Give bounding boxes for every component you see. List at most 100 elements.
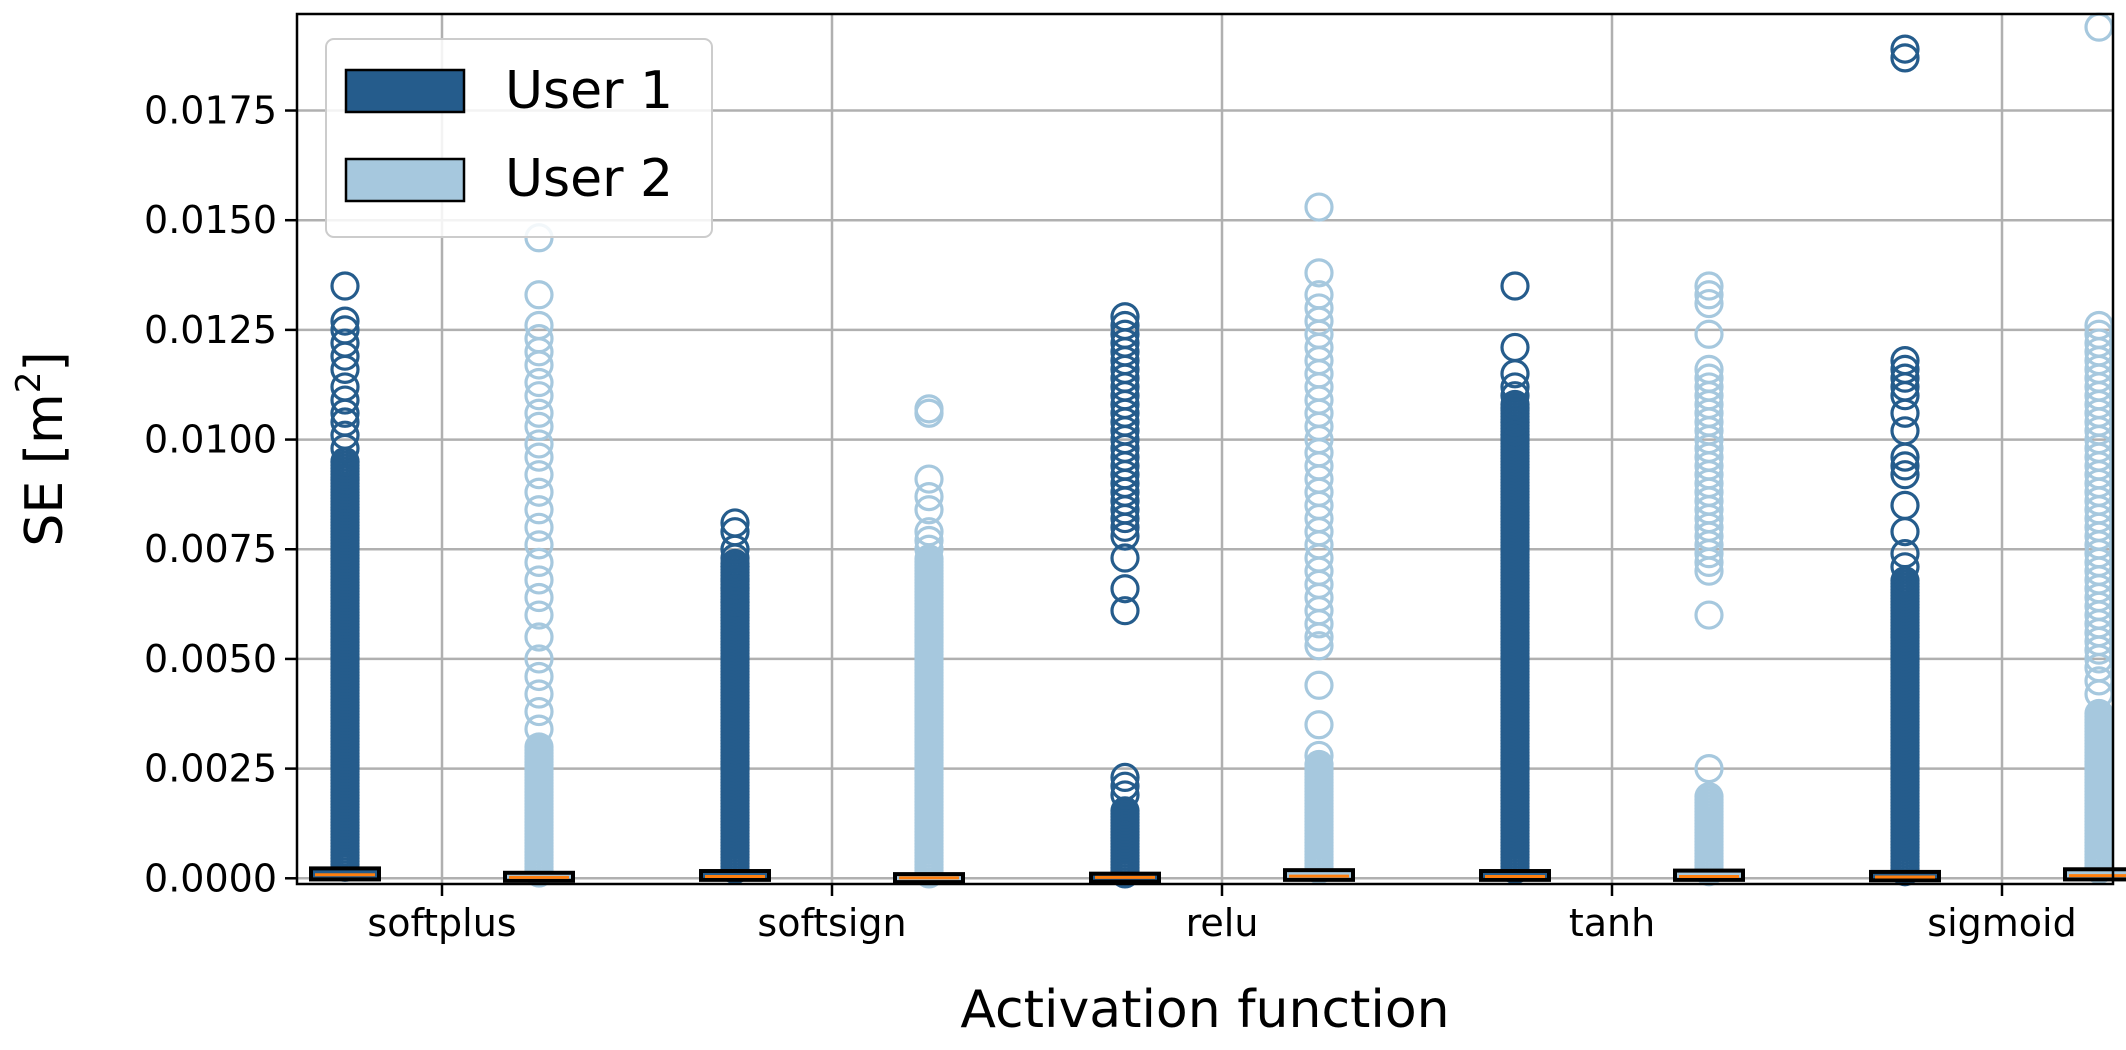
flier-point (1890, 460, 1920, 490)
flier-point (1304, 749, 1334, 780)
flier-point (524, 696, 554, 727)
flier-point (1890, 363, 1920, 393)
flier-point (1110, 762, 1140, 792)
legend: User 1 User 2 (325, 38, 713, 238)
flier-point (524, 732, 554, 762)
flier-point (720, 534, 750, 564)
y-tick-label: 0.0025 (144, 747, 277, 791)
flier-point (720, 552, 750, 582)
flier-point (330, 464, 360, 494)
flier-point (524, 565, 554, 595)
flier-point (1304, 622, 1334, 652)
flier-point (1890, 398, 1920, 428)
flier-point (330, 433, 360, 463)
flier-point (330, 446, 360, 477)
flier-point (1694, 556, 1724, 586)
flier-point (524, 661, 554, 692)
flier-point (1694, 319, 1724, 349)
flier-point (1890, 517, 1920, 547)
flier-point (524, 367, 554, 398)
x-tick-label: softsign (757, 901, 906, 945)
flier-point (1110, 780, 1140, 810)
flier-point (524, 622, 554, 652)
flier-point (1694, 288, 1724, 319)
flier-point (1110, 574, 1140, 604)
flier-point (524, 429, 554, 459)
flier-point (1694, 754, 1724, 784)
legend-swatch-user-1 (344, 68, 466, 114)
flier-point (720, 574, 750, 604)
x-tick-label: relu (1186, 901, 1259, 945)
box-group-user-1-tanh (1479, 271, 1551, 885)
flier-point (524, 530, 554, 560)
flier-point (1304, 710, 1334, 740)
flier-point (1500, 271, 1530, 301)
x-axis-ticks: softplus softsign relu tanh sigmoid (367, 884, 2077, 945)
flier-point (1890, 442, 1920, 472)
flier-point (524, 600, 554, 630)
box-group-user-1-sigmoid (1869, 34, 1941, 887)
y-tick-label: 0.0000 (144, 856, 277, 900)
flier-point (524, 460, 554, 490)
flier-point (330, 341, 360, 371)
flier-point (524, 442, 554, 472)
flier-point (524, 495, 554, 525)
flier-point (914, 517, 944, 547)
legend-swatch-user-2 (344, 157, 466, 203)
x-tick-label: sigmoid (1927, 901, 2076, 945)
box-group-user-1-softplus (309, 271, 381, 882)
flier-point (1110, 503, 1140, 534)
y-axis-title-suffix: ] (15, 351, 75, 371)
flier-point (914, 464, 944, 494)
flier-point (1304, 740, 1334, 771)
x-axis-title: Activation function (960, 980, 1449, 1040)
flier-point (524, 337, 554, 367)
flier-point (1890, 381, 1920, 411)
flier-point (914, 482, 944, 512)
flier-point (1110, 512, 1140, 542)
legend-label-user-1: User 1 (505, 61, 673, 121)
box-group-user-2-tanh (1673, 271, 1745, 887)
box-group-user-2-softplus (503, 223, 575, 888)
flier-point (1694, 782, 1724, 812)
flier-point (1890, 34, 1920, 64)
flier-point (720, 543, 750, 573)
flier-point (524, 714, 554, 744)
box-group-user-1-softsign (699, 508, 771, 885)
x-tick-label: tanh (1569, 901, 1655, 945)
flier-point (1500, 407, 1530, 437)
flier-point (1304, 609, 1334, 639)
flier-point (330, 271, 360, 301)
flier-point (1110, 543, 1140, 573)
y-axis-ticks: 0.0000 0.0025 0.0050 0.0075 0.0100 0.0125 0.01… (144, 89, 297, 900)
flier-point (1890, 451, 1920, 481)
flier-point (1694, 539, 1724, 569)
x-tick-label: softplus (367, 901, 516, 945)
plot-area (309, 12, 2126, 889)
y-tick-label: 0.0100 (144, 418, 277, 462)
y-tick-label: 0.0050 (144, 637, 277, 681)
flier-point (524, 644, 554, 674)
grid-lines (297, 14, 2113, 884)
flier-point (1500, 372, 1530, 402)
flier-point (1304, 670, 1334, 700)
flier-point (720, 565, 750, 595)
flier-point (524, 350, 554, 380)
flier-point (914, 495, 944, 525)
flier-point (914, 534, 944, 564)
flier-point (1890, 539, 1920, 569)
flier-point (524, 280, 554, 310)
flier-point (524, 411, 554, 442)
y-tick-label: 0.0075 (144, 527, 277, 571)
box-group-user-2-relu (1283, 192, 1355, 885)
flier-point (1304, 631, 1334, 661)
flier-point (1500, 420, 1530, 450)
flier-point (1694, 271, 1724, 301)
flier-point (524, 381, 554, 411)
legend-label-user-2: User 2 (505, 149, 673, 209)
flier-point (1694, 547, 1724, 578)
plot-frame (295, 12, 2115, 886)
flier-point (914, 398, 944, 428)
